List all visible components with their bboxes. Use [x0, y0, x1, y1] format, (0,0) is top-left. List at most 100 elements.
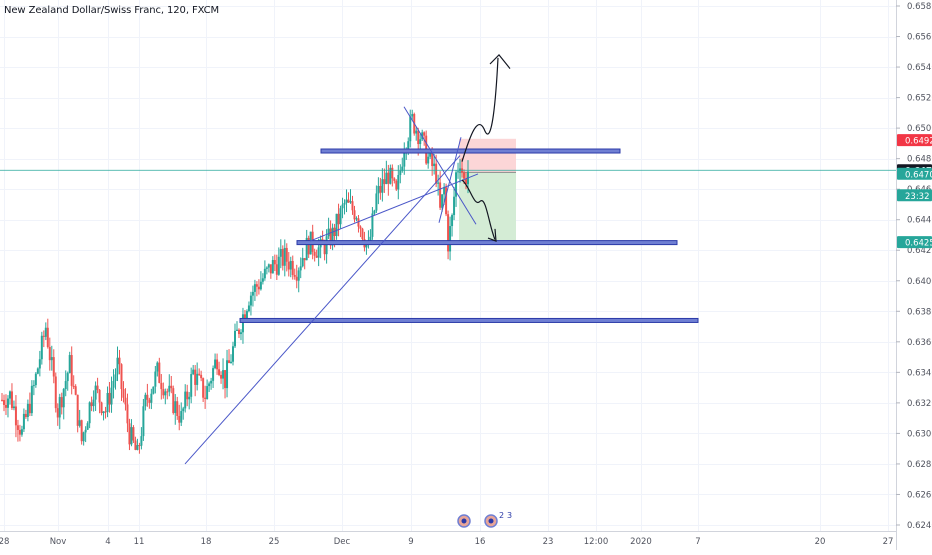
drawings[interactable] — [184, 53, 511, 465]
candle-body — [144, 394, 147, 407]
candle-body — [301, 258, 304, 267]
candle-body — [329, 228, 332, 246]
candle-body — [361, 228, 364, 240]
candle-body — [192, 369, 195, 375]
horizontal-levels[interactable] — [239, 148, 699, 323]
time-tick-label: 11 — [134, 537, 145, 547]
candle-body — [4, 404, 7, 408]
candle-body — [182, 408, 185, 412]
candle-body — [247, 305, 250, 312]
candle-body — [447, 214, 450, 252]
candle-body — [429, 152, 432, 157]
candle-body — [333, 227, 336, 236]
candle-body — [409, 116, 412, 142]
candle-body — [239, 332, 242, 335]
candle-body — [178, 415, 181, 423]
candle-body — [172, 388, 175, 413]
candle-body — [359, 226, 362, 229]
candle-body — [70, 355, 73, 386]
candle-body — [267, 264, 270, 268]
time-tick-label: Dec — [334, 537, 351, 547]
candle-body — [313, 251, 316, 256]
price-tick-label: 0.64800 — [907, 155, 932, 165]
candle-body — [206, 386, 209, 399]
candle-body — [327, 228, 330, 237]
candle-body — [441, 194, 444, 208]
candle-body — [68, 355, 71, 374]
trendline — [309, 173, 479, 242]
candle-body — [210, 380, 213, 384]
candle-body — [435, 163, 438, 184]
candle-body — [78, 420, 81, 426]
price-tick-label: 0.65000 — [907, 124, 932, 134]
time-tick-label: 25 — [269, 537, 280, 547]
candle-body — [194, 369, 197, 385]
candle-body — [6, 398, 9, 408]
grid — [0, 0, 896, 531]
candle-body — [285, 247, 288, 262]
price-axis[interactable]: 0.65800 0.65600 0.65400 0.65200 0.65000 0.648… — [896, 0, 932, 550]
candle-body — [204, 397, 207, 399]
candle-body — [417, 130, 420, 145]
candle-body — [391, 167, 394, 179]
candle-body — [136, 445, 139, 450]
candle-body — [287, 261, 290, 270]
chart-title: New Zealand Dollar/Swiss Franc, 120, FXC… — [4, 5, 220, 16]
candle-body — [307, 237, 310, 255]
price-tick-label: 0.64000 — [907, 277, 932, 287]
horizontal-level — [296, 240, 678, 246]
bearish-arrow-head — [487, 228, 497, 242]
candle-body — [200, 374, 203, 379]
candle-body — [106, 392, 109, 412]
candle-body — [351, 201, 354, 211]
price-tick-label: 0.62800 — [907, 460, 932, 470]
time-tick-label: 16 — [475, 537, 486, 547]
candle-body — [24, 413, 27, 417]
candle-body — [40, 335, 43, 360]
candle-body — [289, 261, 292, 270]
candle-body — [42, 335, 45, 337]
price-badge — [897, 236, 932, 249]
candle-body — [198, 373, 201, 375]
candle-body — [86, 423, 89, 430]
news-event-dot — [488, 518, 494, 524]
candle-body — [253, 284, 256, 292]
event-count-label: 2 — [499, 511, 504, 520]
candle-body — [166, 391, 169, 393]
candle-body — [397, 175, 400, 190]
candle-body — [44, 327, 47, 337]
candle-body — [30, 385, 33, 414]
candle-body — [184, 391, 187, 409]
candle-body — [170, 385, 173, 389]
candle-body — [150, 393, 153, 403]
candle-body — [66, 373, 69, 382]
candle-body — [18, 429, 21, 435]
candle-body — [341, 204, 344, 209]
candle-body — [176, 401, 179, 416]
candle-body — [275, 264, 278, 275]
time-axis[interactable]: 28 Nov 4 11 18 25 Dec 9 16 23 12:00 2020 7 20 27 — [0, 531, 896, 550]
candle-body — [160, 382, 163, 390]
price-tick-label: 0.63400 — [907, 368, 932, 378]
candle-body — [16, 425, 19, 430]
candle-body — [130, 427, 133, 445]
time-tick-label: 4 — [105, 537, 110, 547]
candle-body — [293, 274, 296, 277]
candle-body — [317, 247, 320, 258]
candle-body — [331, 227, 334, 246]
candle-body — [255, 284, 258, 287]
candle-body — [403, 152, 406, 167]
time-tick-label: 27 — [883, 537, 894, 547]
candle-body — [104, 411, 107, 413]
candle-body — [297, 270, 300, 281]
candle-body — [224, 370, 227, 389]
candle-body — [407, 141, 410, 150]
candle-body — [212, 368, 215, 381]
time-tick-label: 2020 — [630, 537, 652, 547]
candle-body — [415, 130, 418, 134]
time-axis-bg — [0, 531, 896, 550]
candle-body — [162, 389, 165, 396]
